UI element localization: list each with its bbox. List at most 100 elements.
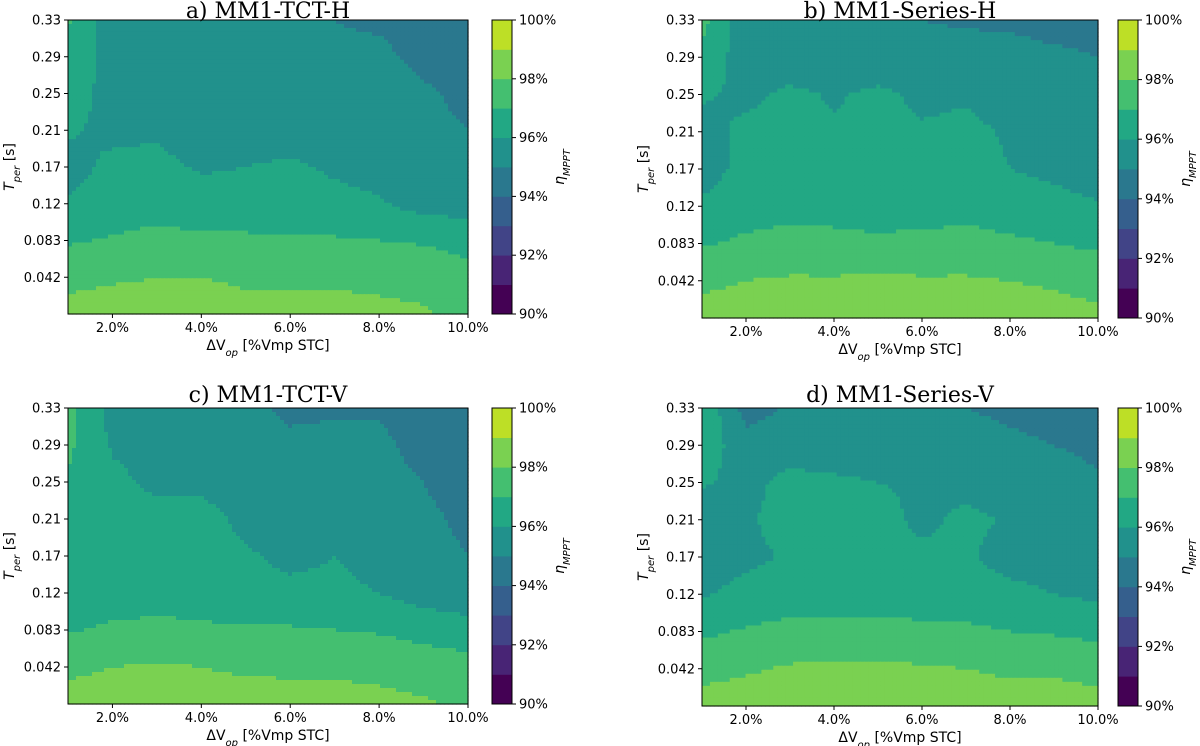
contour-cell (188, 139, 193, 144)
contour-cell (364, 163, 369, 168)
contour-cell (424, 55, 429, 61)
contour-cell (124, 143, 129, 148)
contour-cell (140, 135, 145, 140)
contour-cell (92, 214, 97, 220)
contour-cell (96, 123, 101, 128)
contour-cell (188, 210, 193, 216)
contour-cell (416, 20, 421, 25)
contour-cell (428, 39, 433, 45)
contour-cell (284, 206, 289, 212)
contour-cell (264, 39, 269, 45)
contour-cell (256, 194, 261, 200)
contour-cell (400, 147, 405, 152)
contour-cell (360, 87, 365, 93)
contour-cell (380, 43, 385, 49)
contour-cell (116, 59, 121, 65)
contour-cell (228, 147, 233, 152)
contour-cell (312, 202, 317, 208)
contour-cell (400, 20, 405, 25)
contour-cell (204, 23, 209, 29)
contour-cell (412, 159, 417, 164)
contour-cell (172, 91, 177, 97)
contour-cell (236, 151, 241, 156)
contour-cell (280, 147, 285, 152)
contour-cell (396, 131, 401, 136)
contour-cell (240, 63, 245, 69)
contour-cell (208, 131, 213, 136)
contour-cell (112, 115, 117, 120)
contour-cell (432, 135, 437, 140)
contour-cell (348, 170, 353, 176)
contour-cell (392, 178, 397, 184)
contour-cell (168, 143, 173, 148)
contour-cell (352, 103, 357, 108)
contour-cell (224, 39, 229, 45)
contour-cell (444, 143, 449, 148)
contour-cell (280, 43, 285, 49)
contour-cell (140, 151, 145, 156)
contour-cell (364, 143, 369, 148)
contour-cell (380, 206, 385, 212)
contour-cell (304, 127, 309, 132)
contour-cell (372, 103, 377, 108)
contour-cell (144, 99, 149, 105)
contour-cell (252, 123, 257, 128)
contour-cell (300, 20, 305, 25)
contour-cell (304, 43, 309, 49)
contour-cell (272, 135, 277, 140)
contour-cell (208, 67, 213, 73)
contour-cell (220, 63, 225, 69)
contour-cell (412, 119, 417, 124)
contour-cell (156, 131, 161, 136)
contour-cell (76, 214, 81, 220)
contour-cell (320, 139, 325, 144)
contour-cell (188, 147, 193, 152)
contour-cell (344, 103, 349, 108)
contour-cell (316, 111, 321, 116)
contour-cell (264, 202, 269, 208)
contour-cell (272, 214, 277, 220)
contour-cell (216, 190, 221, 196)
contour-cell (140, 107, 145, 112)
contour-cell (152, 139, 157, 144)
contour-cell (424, 178, 429, 184)
contour-cell (168, 75, 173, 81)
contour-cell (416, 51, 421, 57)
contour-cell (192, 182, 197, 188)
contour-cell (244, 159, 249, 164)
contour-cell (100, 43, 105, 49)
contour-cell (168, 63, 173, 69)
contour-cell (424, 67, 429, 73)
contour-cell (308, 83, 313, 89)
contour-cell (80, 127, 85, 132)
contour-cell (100, 103, 105, 108)
contour-cell (300, 51, 305, 57)
contour-cell (108, 35, 113, 41)
contour-cell (204, 75, 209, 81)
contour-cell (356, 202, 361, 208)
contour-cell (108, 63, 113, 69)
contour-cell (296, 83, 301, 89)
contour-cell (116, 91, 121, 97)
contour-cell (164, 119, 169, 124)
contour-cell (332, 51, 337, 57)
contour-cell (416, 163, 421, 168)
contour-cell (196, 174, 201, 180)
contour-cell (160, 35, 165, 41)
contour-cell (372, 182, 377, 188)
contour-cell (132, 95, 137, 101)
contour-cell (320, 127, 325, 132)
contour-cell (308, 147, 313, 152)
contour-cell (104, 123, 109, 128)
contour-cell (432, 31, 437, 37)
contour-cell (148, 115, 153, 120)
contour-cell (124, 27, 129, 33)
contour-cell (368, 47, 373, 53)
contour-cell (392, 51, 397, 57)
contour-cell (140, 119, 145, 124)
contour-cell (168, 147, 173, 152)
contour-cell (380, 27, 385, 33)
contour-cell (280, 178, 285, 184)
contour-cell (256, 163, 261, 168)
contour-cell (84, 190, 89, 196)
